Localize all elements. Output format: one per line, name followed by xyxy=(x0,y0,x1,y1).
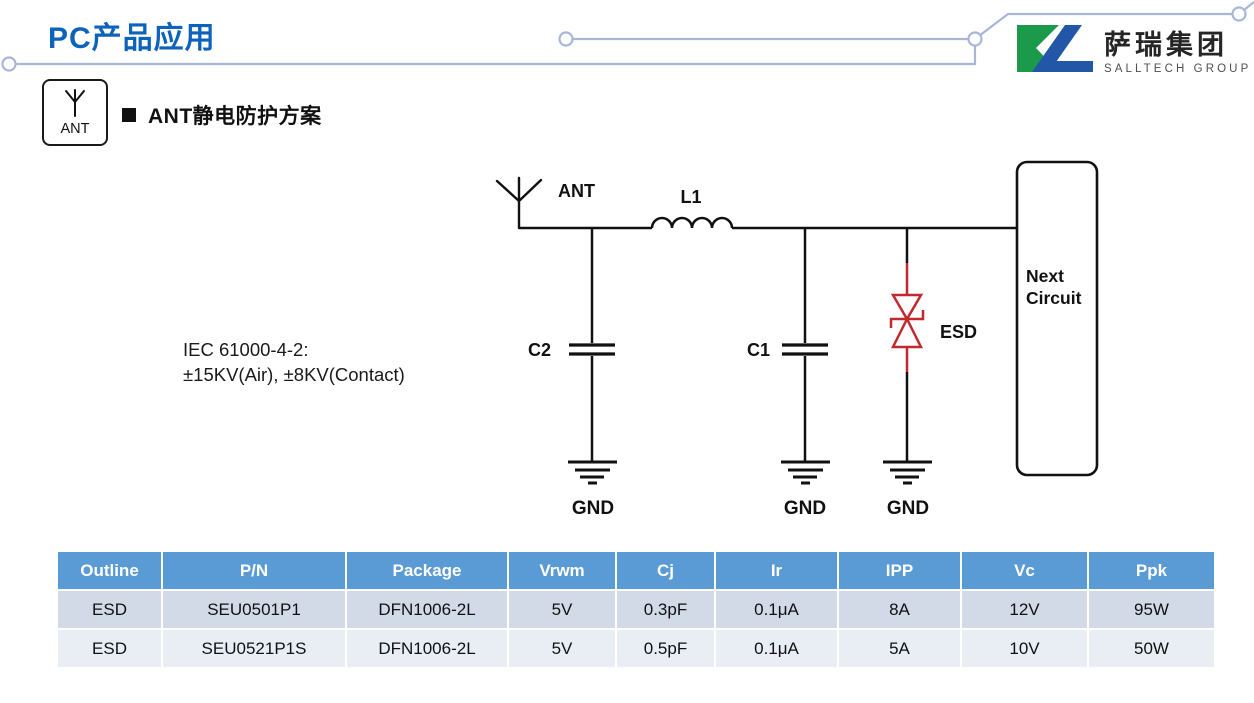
capacitor-c1 xyxy=(782,228,828,461)
signal-wire xyxy=(519,216,1017,230)
ant-label: ANT xyxy=(558,181,595,201)
next-circuit-label-line1: Next xyxy=(1026,266,1064,286)
section-heading-text: ANT静电防护方案 xyxy=(148,105,322,128)
ant-badge-label: ANT xyxy=(60,121,90,137)
table-cell: 5V xyxy=(509,591,615,628)
table-cell: DFN1006-2L xyxy=(347,591,507,628)
column-header: Ir xyxy=(716,552,837,589)
decorative-connector xyxy=(1,1,1254,72)
table-cell: SEU0501P1 xyxy=(163,591,345,628)
antenna-icon xyxy=(65,89,85,117)
table-cell: 12V xyxy=(962,591,1087,628)
ground-icon xyxy=(568,460,617,485)
circuit-diagram: ANT L1 C2 C1 ESD GND GND GND Next Circui… xyxy=(495,160,1099,519)
table-cell: 50W xyxy=(1089,630,1214,667)
ground-icon xyxy=(781,460,830,485)
iec-note-line1: IEC 61000-4-2: xyxy=(183,339,309,360)
logo-name-cn: 萨瑞集团 xyxy=(1104,30,1228,60)
salltech-logo-icon xyxy=(1017,25,1093,72)
logo-text: 萨瑞集团 SALLTECH GROUP xyxy=(1104,23,1251,75)
antenna-icon xyxy=(495,176,543,230)
page-title: PC产品应用 xyxy=(48,22,216,55)
logo-name-en: SALLTECH GROUP xyxy=(1104,63,1252,75)
column-header: Ppk xyxy=(1089,552,1214,589)
ant-badge: ANT xyxy=(42,79,108,146)
ground-icon xyxy=(883,460,932,485)
column-header: Vc xyxy=(962,552,1087,589)
l1-label: L1 xyxy=(680,187,701,207)
iec-standard-note: IEC 61000-4-2: ±15KV(Air), ±8KV(Contact) xyxy=(183,337,405,387)
company-logo: 萨瑞集团 SALLTECH GROUP xyxy=(1014,22,1251,76)
table-cell: 0.5pF xyxy=(617,630,714,667)
table-cell: DFN1006-2L xyxy=(347,630,507,667)
table-cell: ESD xyxy=(58,591,161,628)
table-cell: 0.3pF xyxy=(617,591,714,628)
capacitor-c2 xyxy=(569,228,615,461)
column-header: P/N xyxy=(163,552,345,589)
esd-label: ESD xyxy=(940,322,977,342)
table-cell: 5A xyxy=(839,630,960,667)
iec-note-line2: ±15KV(Air), ±8KV(Contact) xyxy=(183,364,405,385)
table-cell: SEU0521P1S xyxy=(163,630,345,667)
inductor-coil xyxy=(650,216,734,229)
gnd-label: GND xyxy=(572,498,614,519)
table-cell: 95W xyxy=(1089,591,1214,628)
square-bullet-icon xyxy=(122,108,136,122)
table-cell: 0.1μA xyxy=(716,630,837,667)
spec-table: Outline P/N Package Vrwm Cj Ir IPP Vc Pp… xyxy=(58,552,1214,667)
column-header: Cj xyxy=(617,552,714,589)
column-header: Outline xyxy=(58,552,161,589)
next-circuit-label-line2: Circuit xyxy=(1026,288,1082,308)
table-cell: 8A xyxy=(839,591,960,628)
column-header: IPP xyxy=(839,552,960,589)
table-cell: 0.1μA xyxy=(716,591,837,628)
next-circuit-box xyxy=(1015,160,1099,477)
esd-tvs-diode-icon xyxy=(889,228,925,461)
gnd-label: GND xyxy=(887,498,929,519)
column-header: Vrwm xyxy=(509,552,615,589)
table-cell: ESD xyxy=(58,630,161,667)
column-header: Package xyxy=(347,552,507,589)
gnd-label: GND xyxy=(784,498,826,519)
section-heading: ANT静电防护方案 xyxy=(122,100,322,130)
table-cell: 10V xyxy=(962,630,1087,667)
c1-label: C1 xyxy=(747,340,770,360)
c2-label: C2 xyxy=(528,340,551,360)
table-cell: 5V xyxy=(509,630,615,667)
